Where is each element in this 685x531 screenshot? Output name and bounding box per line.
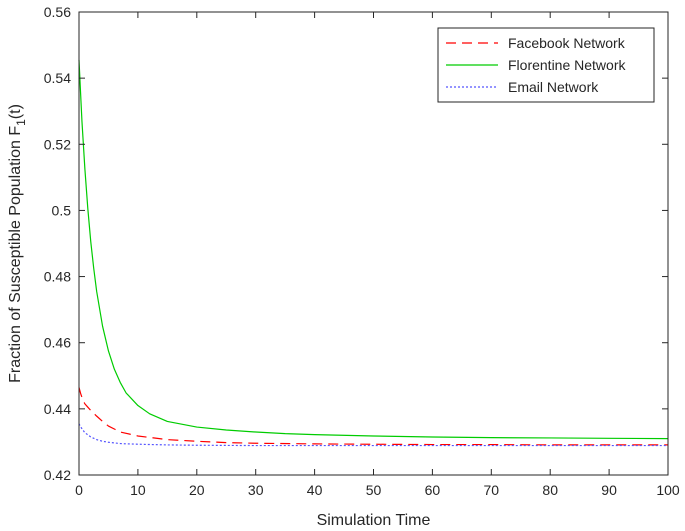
- x-tick-label: 80: [542, 482, 558, 498]
- y-tick-label: 0.42: [44, 467, 71, 483]
- x-tick-label: 10: [130, 482, 146, 498]
- y-tick-label: 0.52: [44, 136, 71, 152]
- x-tick-label: 70: [484, 482, 500, 498]
- legend: Facebook Network Florentine Network Email …: [437, 27, 655, 103]
- x-tick-label: 0: [75, 482, 83, 498]
- legend-label: Florentine Network: [508, 57, 626, 73]
- series-layer: [78, 59, 669, 447]
- x-axis-title: Simulation Time: [317, 512, 431, 529]
- y-tick-label: 0.44: [44, 401, 71, 417]
- x-tick-label: 30: [248, 482, 264, 498]
- y-tick-label: 0.46: [44, 335, 71, 351]
- series-line-florentine-network: [78, 59, 669, 440]
- y-tick-label: 0.5: [52, 202, 72, 218]
- x-tick-label: 100: [656, 482, 680, 498]
- x-tick-label: 20: [189, 482, 205, 498]
- x-tick-label: 90: [601, 482, 617, 498]
- tick-labels-layer: 0 10 20 30 40 50 60 70 80 90 100 0.42 0.44 0.46 0.48 0.…: [44, 4, 680, 498]
- legend-label: Email Network: [508, 79, 599, 95]
- ticks-layer: [78, 11, 669, 476]
- series-line-facebook-network: [78, 387, 668, 446]
- x-tick-label: 40: [307, 482, 323, 498]
- legend-label: Facebook Network: [508, 35, 626, 51]
- y-axis-title: Fraction of Susceptible Population F1(t): [7, 104, 28, 383]
- y-tick-label: 0.54: [44, 70, 71, 86]
- y-axis-title-suffix: (t): [7, 104, 24, 119]
- y-axis-title-subscript: 1: [14, 119, 28, 126]
- x-tick-label: 60: [425, 482, 441, 498]
- y-tick-label: 0.48: [44, 269, 71, 285]
- x-tick-label: 50: [366, 482, 382, 498]
- series-line-email-network: [78, 423, 668, 447]
- legend-items: Facebook Network Florentine Network Email …: [446, 35, 626, 95]
- y-tick-label: 0.56: [44, 4, 71, 20]
- y-axis-title-main: Fraction of Susceptible Population F: [7, 126, 24, 383]
